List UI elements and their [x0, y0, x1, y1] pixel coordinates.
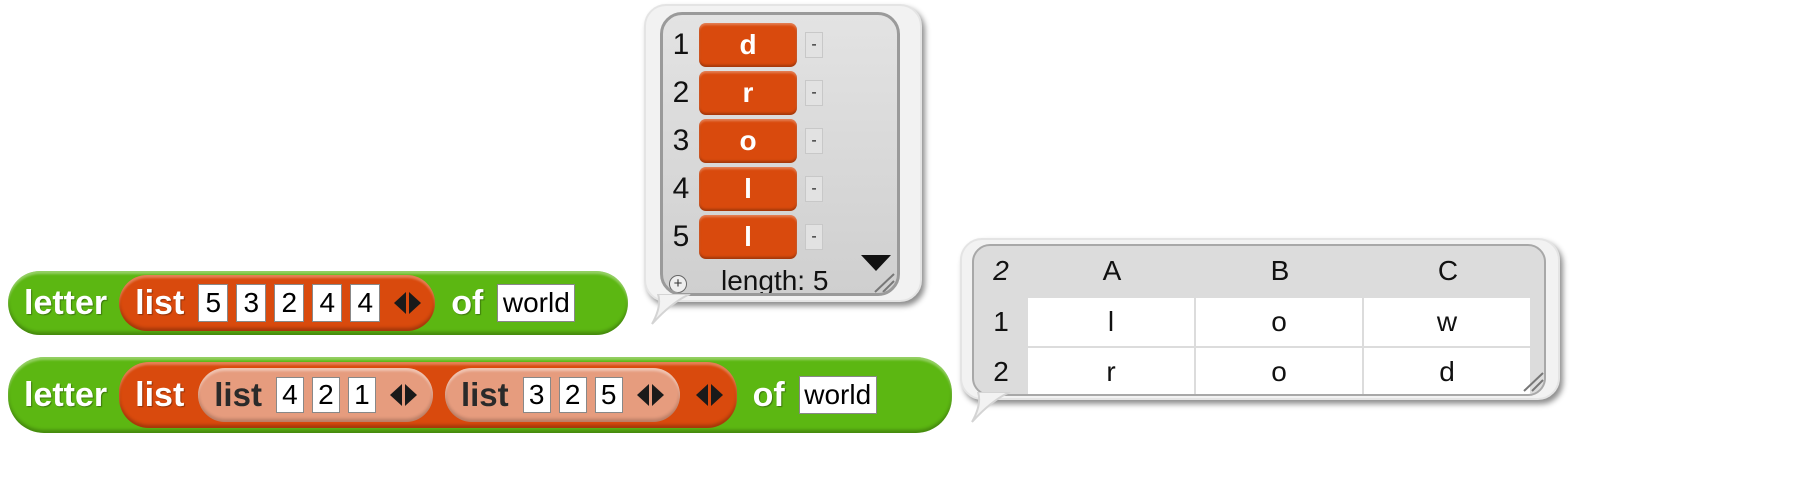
- inner-list-block-2[interactable]: list 3 2 5: [444, 368, 680, 422]
- list-cell[interactable]: r: [699, 71, 797, 115]
- letter-label: letter: [24, 283, 108, 322]
- list-item-slot[interactable]: 2: [311, 377, 340, 413]
- text-input[interactable]: world: [798, 376, 877, 414]
- letter-label: letter: [24, 375, 108, 414]
- list-row: 4 l -: [663, 165, 823, 213]
- list-label: list: [135, 375, 185, 414]
- list-watcher: 1 d - 2 r - 3 o - 4 l - 5 l - + length: …: [660, 12, 900, 296]
- variadic-arrows[interactable]: [394, 292, 422, 314]
- list-cell[interactable]: l: [699, 167, 797, 211]
- remove-item-button[interactable]: -: [805, 176, 823, 202]
- inner-list-label: list: [460, 376, 509, 413]
- list-cell[interactable]: d: [699, 23, 797, 67]
- variadic-arrows[interactable]: [695, 384, 723, 406]
- list-item-slot[interactable]: 2: [558, 377, 587, 413]
- list-cell[interactable]: o: [699, 119, 797, 163]
- arrow-left-icon[interactable]: [695, 384, 708, 406]
- remove-item-button[interactable]: -: [805, 80, 823, 106]
- remove-item-button[interactable]: -: [805, 224, 823, 250]
- table-row: 2 r o d: [974, 348, 1532, 394]
- table-cell[interactable]: l: [1028, 298, 1196, 346]
- list-row: 2 r -: [663, 69, 823, 117]
- of-label: of: [752, 375, 785, 414]
- list-length-label: length: 5: [721, 265, 829, 296]
- resize-grip-icon[interactable]: [1522, 372, 1544, 392]
- remove-item-button[interactable]: -: [805, 32, 823, 58]
- list-item-slot[interactable]: 4: [275, 377, 304, 413]
- add-item-icon[interactable]: +: [669, 275, 687, 293]
- resize-grip-icon[interactable]: [873, 273, 895, 293]
- inner-list-label: list: [214, 376, 262, 413]
- row-index: 3: [672, 124, 690, 157]
- column-header: B: [1270, 255, 1290, 286]
- list-row: 3 o -: [663, 117, 823, 165]
- scroll-down-icon[interactable]: [861, 255, 891, 273]
- list-item-slot[interactable]: 1: [347, 377, 376, 413]
- variadic-arrows[interactable]: [389, 384, 417, 406]
- remove-item-button[interactable]: -: [805, 128, 823, 154]
- table-row: 1 l o w: [974, 298, 1532, 346]
- bubble-tail: [971, 392, 1011, 423]
- arrow-right-icon[interactable]: [409, 292, 422, 314]
- table-header-row: 2 A B C: [974, 246, 1532, 296]
- inner-list-block-1[interactable]: list 4 2 1: [198, 368, 433, 422]
- row-index: 1: [993, 306, 1009, 337]
- row-index: 4: [672, 172, 690, 205]
- arrow-right-icon[interactable]: [710, 384, 723, 406]
- arrow-left-icon[interactable]: [389, 384, 402, 406]
- result-bubble-table: 2 A B C 1 l o w 2 r o d: [960, 238, 1560, 400]
- list-row: 1 d -: [663, 21, 823, 69]
- arrow-right-icon[interactable]: [651, 384, 664, 406]
- table-cell[interactable]: o: [1196, 348, 1364, 394]
- table-cell[interactable]: r: [1028, 348, 1196, 394]
- list-cell[interactable]: l: [699, 215, 797, 259]
- text-input[interactable]: world: [497, 284, 576, 322]
- table-corner-label: 2: [993, 255, 1009, 286]
- result-bubble-list: 1 d - 2 r - 3 o - 4 l - 5 l - + length: …: [644, 4, 922, 302]
- list-item-slot[interactable]: 4: [350, 284, 381, 322]
- list-item-slot[interactable]: 4: [312, 284, 343, 322]
- variadic-arrows[interactable]: [636, 384, 664, 406]
- row-index: 5: [672, 220, 690, 253]
- column-header: A: [1102, 255, 1122, 286]
- column-header: C: [1437, 255, 1459, 286]
- row-index: 2: [672, 76, 690, 109]
- list-item-slot[interactable]: 3: [236, 284, 267, 322]
- row-index: 2: [993, 356, 1009, 387]
- letter-of-block-1[interactable]: letter list 5 3 2 4 4 of world: [8, 271, 628, 335]
- bubble-tail: [651, 294, 691, 325]
- list-item-slot[interactable]: 5: [198, 284, 229, 322]
- arrow-left-icon[interactable]: [636, 384, 649, 406]
- list-item-slot[interactable]: 3: [522, 377, 551, 413]
- list-row: 5 l -: [663, 213, 823, 261]
- table-cell[interactable]: o: [1196, 298, 1364, 346]
- row-index: 1: [672, 28, 690, 61]
- arrow-right-icon[interactable]: [404, 384, 417, 406]
- table-cell[interactable]: w: [1364, 298, 1532, 346]
- list-item-slot[interactable]: 5: [594, 377, 623, 413]
- table-cell[interactable]: d: [1364, 348, 1532, 394]
- list-label: list: [135, 283, 185, 322]
- outer-list-block[interactable]: list list 4 2 1 list 3 2 5: [119, 362, 737, 428]
- arrow-left-icon[interactable]: [394, 292, 407, 314]
- table-view: 2 A B C 1 l o w 2 r o d: [972, 244, 1546, 396]
- letter-of-block-2[interactable]: letter list list 4 2 1 list 3 2 5: [8, 357, 952, 433]
- list-item-slot[interactable]: 2: [274, 284, 305, 322]
- of-label: of: [451, 283, 484, 322]
- list-block[interactable]: list 5 3 2 4 4: [119, 275, 436, 331]
